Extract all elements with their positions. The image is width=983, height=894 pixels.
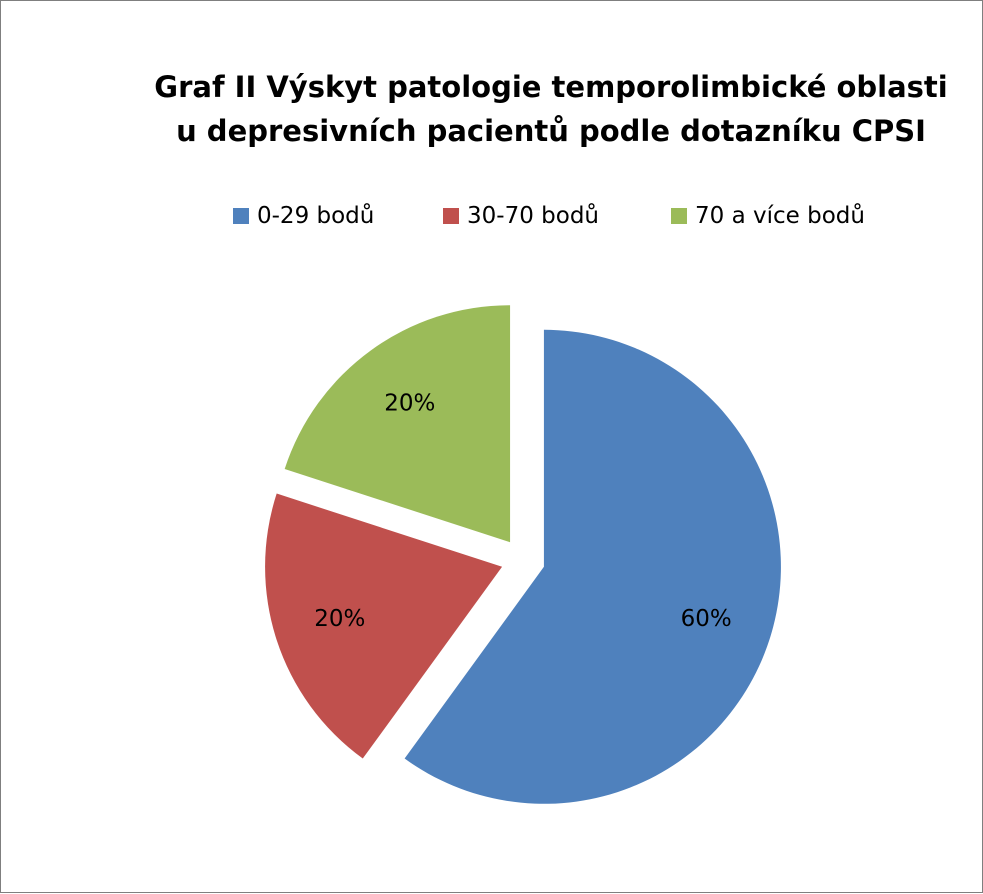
legend-swatch-70-plus [671, 208, 687, 224]
pie-data-labels: 60% 20% 20% [314, 391, 732, 632]
pie-slice-0-29 [404, 329, 781, 804]
chart-title: Graf II Výskyt patologie temporolimbické… [121, 65, 981, 153]
chart-title-line-2: u depresivních pacientů podle dotazníku … [176, 114, 926, 148]
legend-item-70-plus: 70 a více bodů [671, 198, 865, 234]
legend-label-0-29: 0-29 bodů [257, 203, 375, 229]
data-label-30-70: 20% [314, 606, 365, 632]
legend-label-70-plus: 70 a více bodů [695, 203, 865, 229]
data-label-70-plus: 20% [384, 391, 435, 417]
pie-slice-30-70 [265, 493, 503, 759]
legend-swatch-30-70 [443, 208, 459, 224]
pie-slice-70-plus [284, 305, 511, 543]
legend-label-30-70: 30-70 bodů [467, 203, 599, 229]
legend-item-30-70: 30-70 bodů [443, 198, 599, 234]
legend-swatch-0-29 [233, 208, 249, 224]
chart-legend: 0-29 bodů 30-70 bodů 70 a více bodů [1, 198, 983, 234]
legend-item-0-29: 0-29 bodů [233, 198, 374, 234]
chart-title-line-1: Graf II Výskyt patologie temporolimbické… [154, 70, 948, 104]
data-label-0-29: 60% [681, 606, 732, 632]
pie-slices [265, 305, 781, 804]
